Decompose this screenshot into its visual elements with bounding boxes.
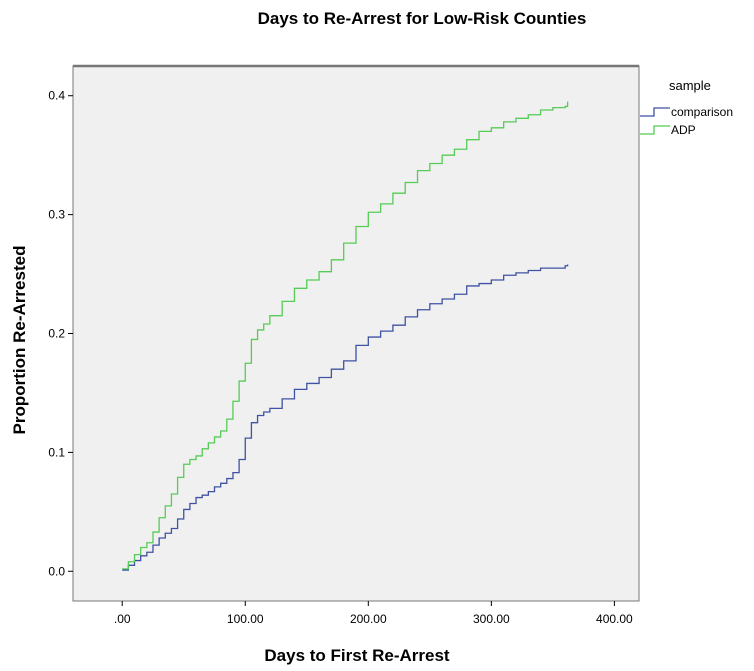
x-axis: .00 100.00 200.00 300.00 400.00 — [114, 601, 633, 626]
series-line-adp — [122, 101, 569, 570]
y-axis-title: Proportion Re-Arrested — [10, 246, 29, 435]
legend-swatch — [640, 125, 670, 135]
series-line-comparison — [122, 264, 569, 571]
x-tick-label: 300.00 — [473, 612, 510, 626]
y-tick-label: 0.0 — [48, 564, 65, 578]
y-axis: 0.0 0.1 0.2 0.3 0.4 — [48, 89, 73, 578]
y-tick-label: 0.1 — [48, 445, 65, 459]
x-tick-label: 200.00 — [350, 612, 387, 626]
x-tick-label: 400.00 — [596, 612, 633, 626]
x-tick-label: .00 — [114, 612, 131, 626]
legend-swatch — [640, 107, 670, 117]
legend: sample comparison ADP — [640, 78, 733, 137]
legend-title: sample — [669, 78, 711, 93]
x-tick-label: 100.00 — [227, 612, 264, 626]
legend-label: comparison — [671, 105, 733, 119]
y-tick-label: 0.3 — [48, 208, 65, 222]
x-axis-title: Days to First Re-Arrest — [264, 646, 450, 665]
plot-area — [72, 65, 640, 602]
legend-label: ADP — [671, 123, 696, 137]
chart-title: Days to Re-Arrest for Low-Risk Counties — [258, 9, 587, 28]
y-tick-label: 0.4 — [48, 89, 65, 103]
series-layer — [122, 101, 569, 571]
y-tick-label: 0.2 — [48, 327, 65, 341]
